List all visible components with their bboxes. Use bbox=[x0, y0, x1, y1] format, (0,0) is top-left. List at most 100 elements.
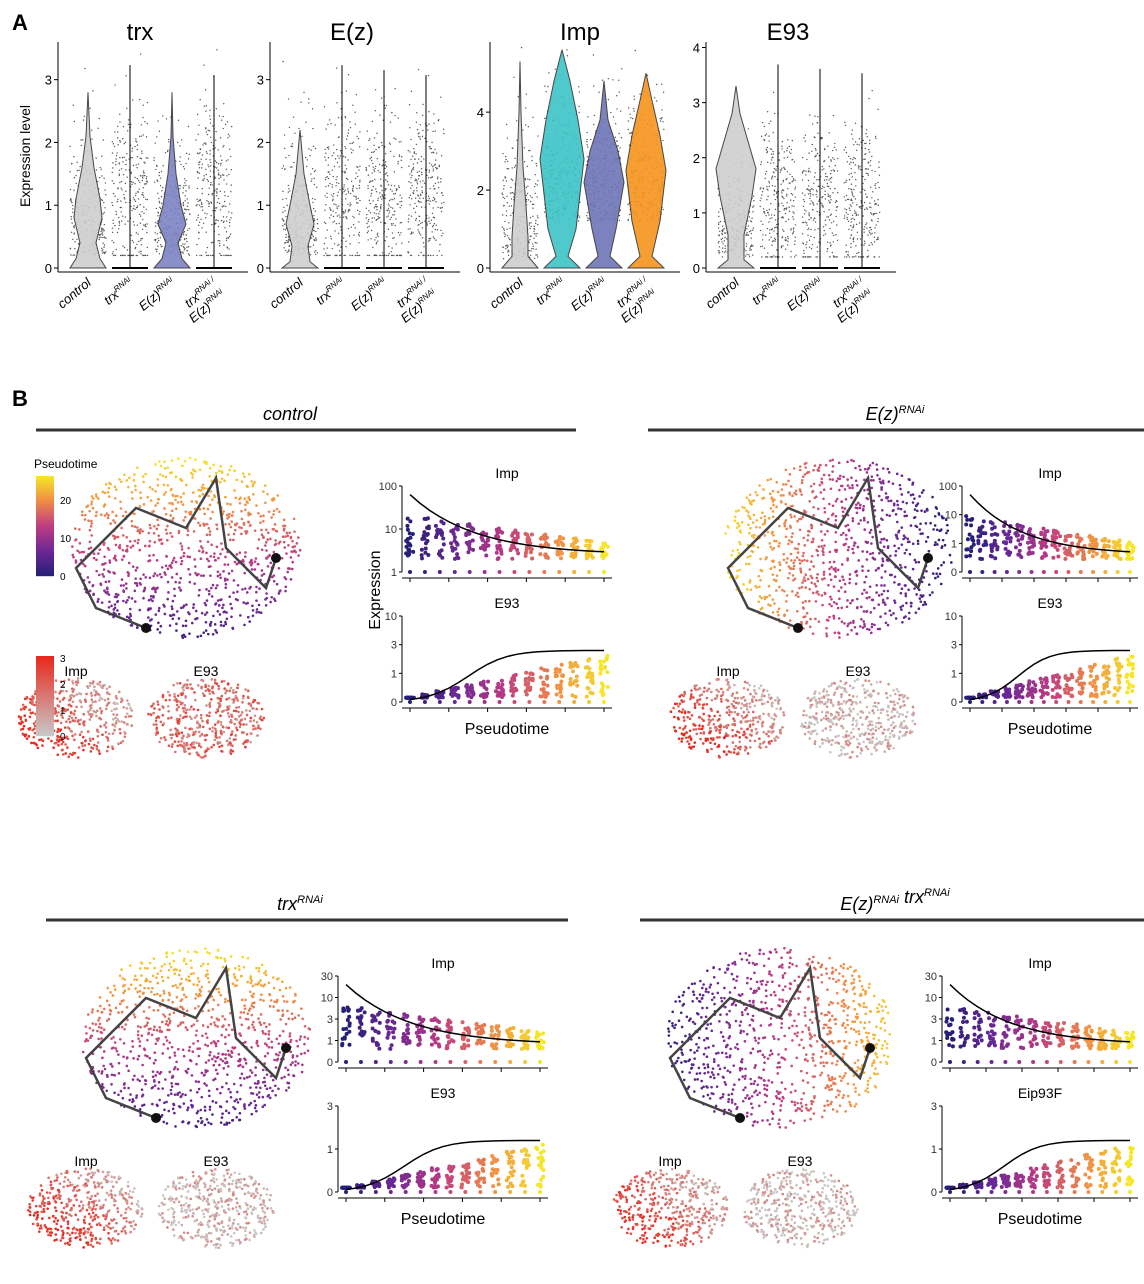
data-point bbox=[769, 217, 771, 220]
cell-point bbox=[207, 592, 211, 596]
cell-point bbox=[90, 534, 93, 537]
data-point bbox=[381, 195, 384, 197]
data-point bbox=[413, 190, 415, 192]
data-point bbox=[806, 224, 808, 226]
data-point bbox=[98, 117, 100, 120]
cell-point bbox=[157, 621, 160, 625]
data-point bbox=[794, 236, 796, 238]
data-point bbox=[381, 194, 383, 196]
cell-point bbox=[74, 561, 78, 564]
data-point bbox=[208, 205, 210, 208]
data-point bbox=[865, 223, 867, 226]
data-point bbox=[121, 189, 123, 191]
data-point bbox=[866, 227, 868, 229]
data-point bbox=[82, 139, 84, 141]
data-point bbox=[375, 242, 378, 244]
data-point bbox=[616, 95, 618, 97]
data-point bbox=[537, 180, 539, 182]
data-point bbox=[852, 158, 854, 161]
cell-point bbox=[171, 599, 175, 603]
data-point bbox=[210, 141, 213, 144]
data-point bbox=[812, 193, 814, 196]
data-point bbox=[376, 232, 379, 235]
cell-point bbox=[142, 573, 145, 576]
data-point bbox=[663, 128, 665, 131]
data-point bbox=[308, 102, 310, 104]
data-point bbox=[217, 162, 220, 165]
data-point bbox=[787, 139, 789, 141]
data-point bbox=[532, 215, 534, 218]
cell-point bbox=[198, 468, 202, 472]
cell-point bbox=[126, 570, 130, 574]
data-point bbox=[211, 184, 213, 186]
data-point bbox=[400, 254, 403, 257]
data-point bbox=[874, 184, 876, 187]
data-point bbox=[441, 235, 443, 237]
data-point bbox=[780, 183, 782, 185]
data-point bbox=[349, 126, 352, 129]
data-point bbox=[209, 184, 212, 186]
data-point bbox=[592, 54, 595, 56]
data-point bbox=[846, 198, 849, 201]
data-point bbox=[212, 209, 214, 212]
data-point bbox=[183, 230, 186, 233]
data-point bbox=[762, 121, 764, 124]
data-point bbox=[339, 216, 341, 218]
data-point bbox=[349, 205, 351, 207]
data-point bbox=[430, 177, 432, 179]
cell-point bbox=[118, 478, 121, 481]
data-point bbox=[381, 198, 383, 200]
data-point bbox=[158, 130, 161, 133]
data-point bbox=[788, 210, 791, 212]
data-point bbox=[158, 253, 161, 255]
data-point bbox=[506, 246, 509, 249]
data-point bbox=[782, 205, 784, 207]
cell-point bbox=[168, 501, 171, 505]
cell-point bbox=[121, 514, 125, 518]
data-point bbox=[407, 149, 409, 152]
y-tick-label: 4 bbox=[477, 105, 484, 120]
data-point bbox=[566, 49, 568, 51]
data-point bbox=[72, 204, 74, 207]
data-point bbox=[202, 179, 204, 182]
data-point bbox=[786, 149, 788, 152]
cell-point bbox=[224, 523, 227, 526]
cell-point bbox=[219, 624, 223, 627]
data-point bbox=[146, 223, 148, 225]
data-point bbox=[182, 252, 184, 254]
data-point bbox=[130, 205, 132, 208]
data-point bbox=[877, 204, 879, 206]
data-point bbox=[822, 234, 825, 237]
data-point bbox=[858, 138, 861, 140]
data-point bbox=[394, 87, 396, 90]
x-label-trx: trxRNAi bbox=[533, 275, 568, 308]
data-point bbox=[111, 152, 114, 154]
data-point bbox=[288, 154, 290, 157]
data-point bbox=[407, 221, 410, 223]
data-point bbox=[420, 171, 423, 174]
cell-point bbox=[81, 510, 84, 513]
data-point bbox=[326, 196, 328, 199]
data-point bbox=[103, 223, 106, 226]
data-point bbox=[69, 199, 72, 201]
data-point bbox=[409, 204, 411, 206]
cell-point bbox=[264, 501, 267, 505]
data-point bbox=[853, 156, 855, 159]
cell-point bbox=[154, 613, 158, 616]
data-point bbox=[815, 154, 817, 157]
data-point bbox=[832, 169, 835, 171]
data-point bbox=[211, 254, 214, 257]
data-point bbox=[359, 210, 361, 213]
data-point bbox=[874, 227, 876, 229]
data-point bbox=[142, 218, 144, 221]
data-point bbox=[209, 136, 212, 139]
data-point bbox=[505, 245, 507, 247]
data-point bbox=[282, 190, 284, 193]
data-point bbox=[223, 144, 225, 147]
violin-shape bbox=[583, 80, 625, 269]
data-point bbox=[204, 89, 207, 91]
data-point bbox=[824, 198, 827, 200]
data-point bbox=[628, 107, 630, 109]
data-point bbox=[829, 196, 832, 198]
